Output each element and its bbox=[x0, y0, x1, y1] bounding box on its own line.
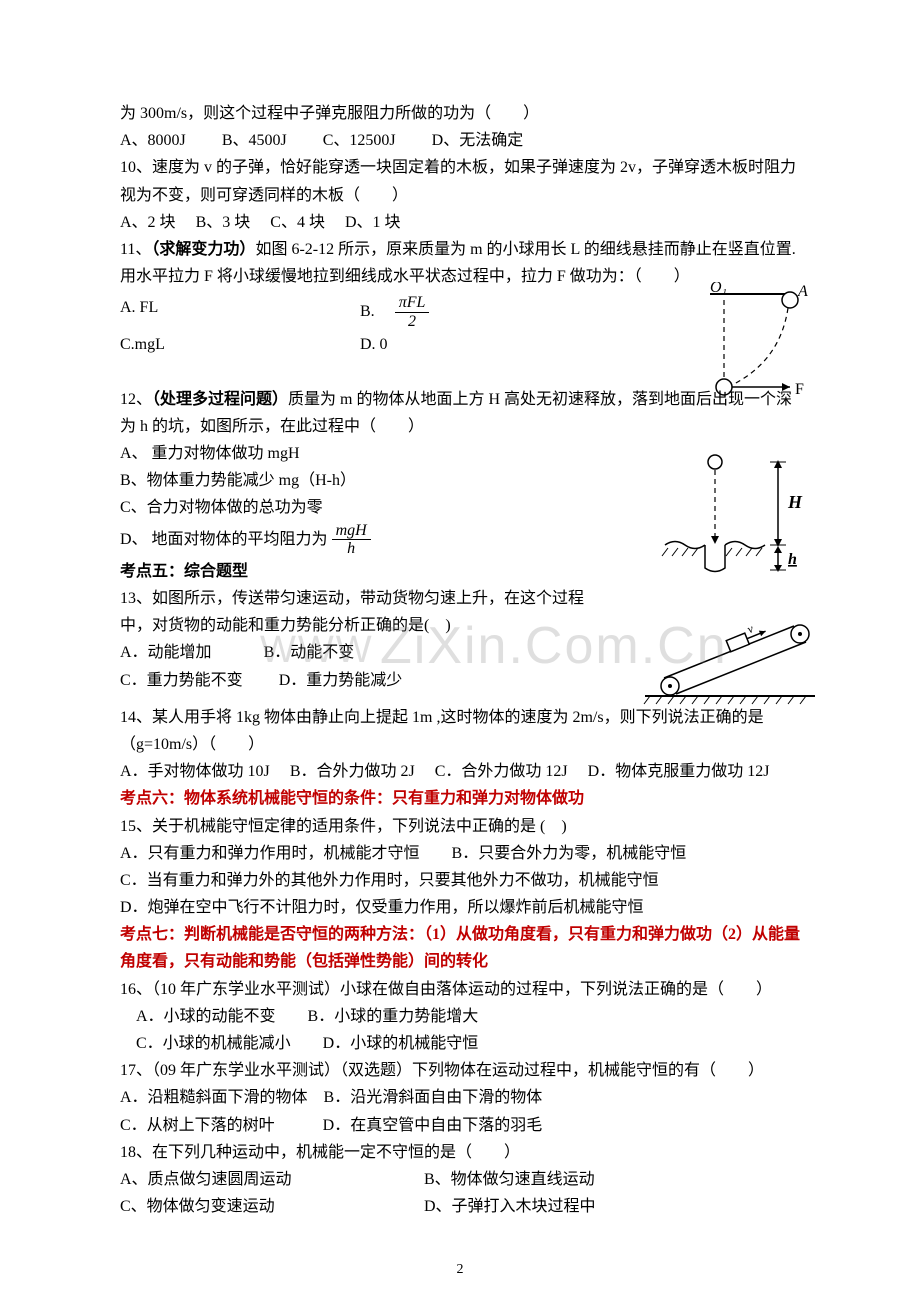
q15-c: C．当有重力和弹力外的其他外力作用时，只要其他外力不做功，机械能守恒 bbox=[120, 867, 800, 894]
q12-d: D、 地面对物体的平均阻力为 mgH h bbox=[120, 522, 800, 558]
q12-boldtag: （处理多过程问题） bbox=[152, 391, 288, 408]
frac-den: h bbox=[332, 540, 371, 558]
q11-num: 11、 bbox=[120, 241, 151, 258]
q11-b: B. πFL 2 bbox=[360, 294, 600, 330]
q10-options: A、2 块 B、3 块 C、4 块 D、1 块 bbox=[120, 209, 800, 236]
q11-b-frac: πFL 2 bbox=[395, 294, 430, 330]
q9-options: A、8000J B、4500J C、12500J D、无法确定 bbox=[120, 127, 800, 154]
heading-kp6: 考点六：物体系统机械能守恒的条件：只有重力和弹力对物体做功 bbox=[120, 785, 800, 812]
q18-d: D、子弹打入木块过程中 bbox=[424, 1198, 596, 1215]
q14: 14、某人用手将 1kg 物体由静止向上提起 1m ,这时物体的速度为 2m/s… bbox=[120, 704, 800, 758]
frac-num: πFL bbox=[395, 294, 430, 313]
q13: 13、如图所示，传送带匀速运动，带动货物匀速上升，在这个过程中，对货物的动能和重… bbox=[120, 585, 800, 639]
q11-c: C.mgL bbox=[120, 331, 360, 358]
spacer bbox=[120, 694, 800, 704]
heading-kp5: 考点五：综合题型 bbox=[120, 558, 800, 585]
q14-c: C．合外力做功 12J bbox=[435, 763, 568, 780]
opt-a: A、8000J bbox=[120, 132, 186, 149]
q13-d: D．重力势能减少 bbox=[279, 672, 403, 689]
q13-b: B．动能不变 bbox=[264, 644, 355, 661]
opt-c: C、12500J bbox=[323, 132, 396, 149]
spacer bbox=[120, 358, 800, 386]
opt-d: D、无法确定 bbox=[432, 132, 524, 149]
heading-kp7: 考点七：判断机械能是否守恒的两种方法：（1）从做功角度看，只有重力和弹力做功（2… bbox=[120, 921, 800, 975]
q12-c: C、合力对物体做的总功为零 bbox=[120, 494, 800, 521]
q12-a: A、 重力对物体做功 mgH bbox=[120, 440, 800, 467]
q15-ab: A．只有重力和弹力作用时，机械能才守恒 B．只要合外力为零，机械能守恒 bbox=[120, 840, 800, 867]
opt-a: A、2 块 bbox=[120, 214, 176, 231]
q18: 18、在下列几种运动中，机械能一定不守恒的是（ ） bbox=[120, 1139, 800, 1166]
q10: 10、速度为 v 的子弹，恰好能穿透一块固定着的木板，如果子弹速度为 2v，子弹… bbox=[120, 154, 800, 208]
opt-b: B、3 块 bbox=[196, 214, 251, 231]
q11: 11、（求解变力功）如图 6-2-12 所示，原来质量为 m 的小球用长 L 的… bbox=[120, 236, 800, 290]
q18-c: C、物体做匀变速运动 bbox=[120, 1193, 420, 1220]
q14-d: D．物体克服重力做功 12J bbox=[588, 763, 770, 780]
q16-ab: A．小球的动能不变 B．小球的重力势能增大 bbox=[120, 1003, 800, 1030]
q18-a: A、质点做匀速圆周运动 bbox=[120, 1166, 420, 1193]
q18-row2: C、物体做匀变速运动 D、子弹打入木块过程中 bbox=[120, 1193, 800, 1220]
q14-a: A．手对物体做功 10J bbox=[120, 763, 270, 780]
q13-a: A．动能增加 bbox=[120, 644, 212, 661]
q14-options: A．手对物体做功 10J B．合外力做功 2J C．合外力做功 12J D．物体… bbox=[120, 758, 800, 785]
q13-c: C．重力势能不变 bbox=[120, 672, 243, 689]
q11-boldtag: （求解变力功） bbox=[151, 241, 255, 258]
q13-row2: C．重力势能不变 D．重力势能减少 bbox=[120, 667, 800, 694]
q11-d: D. 0 bbox=[360, 331, 600, 358]
opt-d: D、1 块 bbox=[345, 214, 401, 231]
q15-d: D．炮弹在空中飞行不计阻力时，仅受重力作用，所以爆炸前后机械能守恒 bbox=[120, 894, 800, 921]
q18-row1: A、质点做匀速圆周运动 B、物体做匀速直线运动 bbox=[120, 1166, 800, 1193]
q11-options-row1: A. FL B. πFL 2 bbox=[120, 294, 800, 330]
q16: 16、（10 年广东学业水平测试）小球在做自由落体运动的过程中，下列说法正确的是… bbox=[120, 976, 800, 1003]
q16-cd: C．小球的机械能减小 D．小球的机械能守恒 bbox=[120, 1030, 800, 1057]
frac-den: 2 bbox=[395, 313, 430, 331]
q11-a: A. FL bbox=[120, 294, 360, 330]
q12-num: 12、 bbox=[120, 391, 152, 408]
q9-continuation: 为 300m/s，则这个过程中子弹克服阻力所做的功为（ ） bbox=[120, 100, 800, 127]
frac-num: mgH bbox=[332, 522, 371, 541]
q18-b: B、物体做匀速直线运动 bbox=[424, 1171, 595, 1188]
q11-options-row2: C.mgL D. 0 bbox=[120, 331, 800, 358]
q12: 12、（处理多过程问题）质量为 m 的物体从地面上方 H 高处无初速释放，落到地… bbox=[120, 386, 800, 440]
q14-b: B．合外力做功 2J bbox=[290, 763, 415, 780]
q12-d-prefix: D、 地面对物体的平均阻力为 bbox=[120, 530, 332, 547]
opt-c: C、4 块 bbox=[270, 214, 325, 231]
q17-cd: C．从树上下落的树叶 D．在真空管中自由下落的羽毛 bbox=[120, 1112, 800, 1139]
page-number: 2 bbox=[457, 1258, 464, 1282]
q17-ab: A．沿粗糙斜面下滑的物体 B．沿光滑斜面自由下滑的物体 bbox=[120, 1084, 800, 1111]
q12-b: B、物体重力势能减少 mg（H-h） bbox=[120, 467, 800, 494]
q17: 17、（09 年广东学业水平测试）（双选题）下列物体在运动过程中，机械能守恒的有… bbox=[120, 1057, 800, 1084]
q15: 15、关于机械能守恒定律的适用条件，下列说法中正确的是 ( ) bbox=[120, 813, 800, 840]
opt-b: B、4500J bbox=[222, 132, 287, 149]
q12-d-frac: mgH h bbox=[332, 522, 371, 558]
q11-b-prefix: B. bbox=[360, 303, 391, 320]
q13-row1: A．动能增加 B．动能不变 bbox=[120, 639, 800, 666]
